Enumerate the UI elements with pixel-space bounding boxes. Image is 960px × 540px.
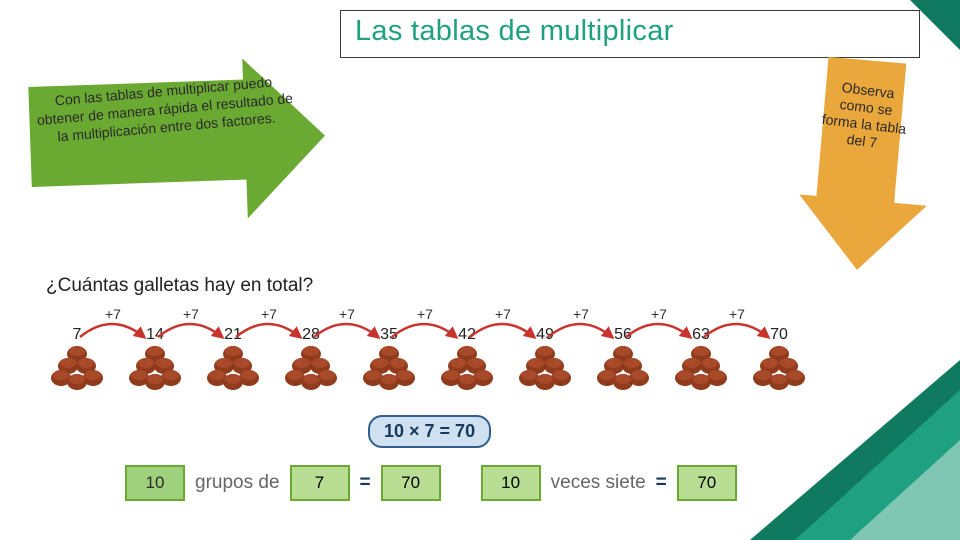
- cookie-group: [514, 342, 576, 394]
- jump-arc: [76, 317, 148, 339]
- jump-arc: [154, 317, 226, 339]
- cookie-group: [202, 342, 264, 394]
- chip-c: 70: [381, 465, 441, 501]
- cookie-group: [592, 342, 654, 394]
- sentence-w1: grupos de: [195, 472, 280, 494]
- cookie-group: [124, 342, 186, 394]
- equation-capsule: 10 × 7 = 70: [368, 415, 491, 448]
- cookie-row: 7 14+7: [46, 306, 846, 396]
- jump-arc: [232, 317, 304, 339]
- chip-d: 10: [481, 465, 541, 501]
- sentence-eq2: =: [656, 472, 667, 494]
- sentence-row: 10 grupos de 7 = 70 10 veces siete = 70: [125, 465, 737, 501]
- arrow-right-head: [793, 195, 927, 276]
- chip-e: 70: [677, 465, 737, 501]
- cookie-group: [670, 342, 732, 394]
- arrow-right-text: Observa como se forma la tabla del 7: [818, 77, 912, 155]
- cookie-group: [436, 342, 498, 394]
- sentence-eq: =: [360, 472, 371, 494]
- jump-arc: [388, 317, 460, 339]
- slide: Las tablas de multiplicar Con las tablas…: [0, 0, 960, 540]
- arrow-left: Con las tablas de multiplicar puedo obte…: [30, 65, 340, 210]
- cookie-group: [46, 342, 108, 394]
- bottom-triangle-light: [850, 440, 960, 540]
- page-title: Las tablas de multiplicar: [340, 10, 920, 58]
- question-text: ¿Cuántas galletas hay en total?: [46, 275, 313, 297]
- chip-b: 7: [290, 465, 350, 501]
- jump-arc: [310, 317, 382, 339]
- cookie-group: [358, 342, 420, 394]
- chip-a: 10: [125, 465, 185, 501]
- jump-arc: [700, 317, 772, 339]
- cookie-group: [280, 342, 342, 394]
- jump-arc: [466, 317, 538, 339]
- arrow-right: Observa como se forma la tabla del 7: [802, 60, 922, 290]
- jump-arc: [622, 317, 694, 339]
- sentence-w2: veces siete: [551, 472, 646, 494]
- cookie-group: [748, 342, 810, 394]
- jump-arc: [544, 317, 616, 339]
